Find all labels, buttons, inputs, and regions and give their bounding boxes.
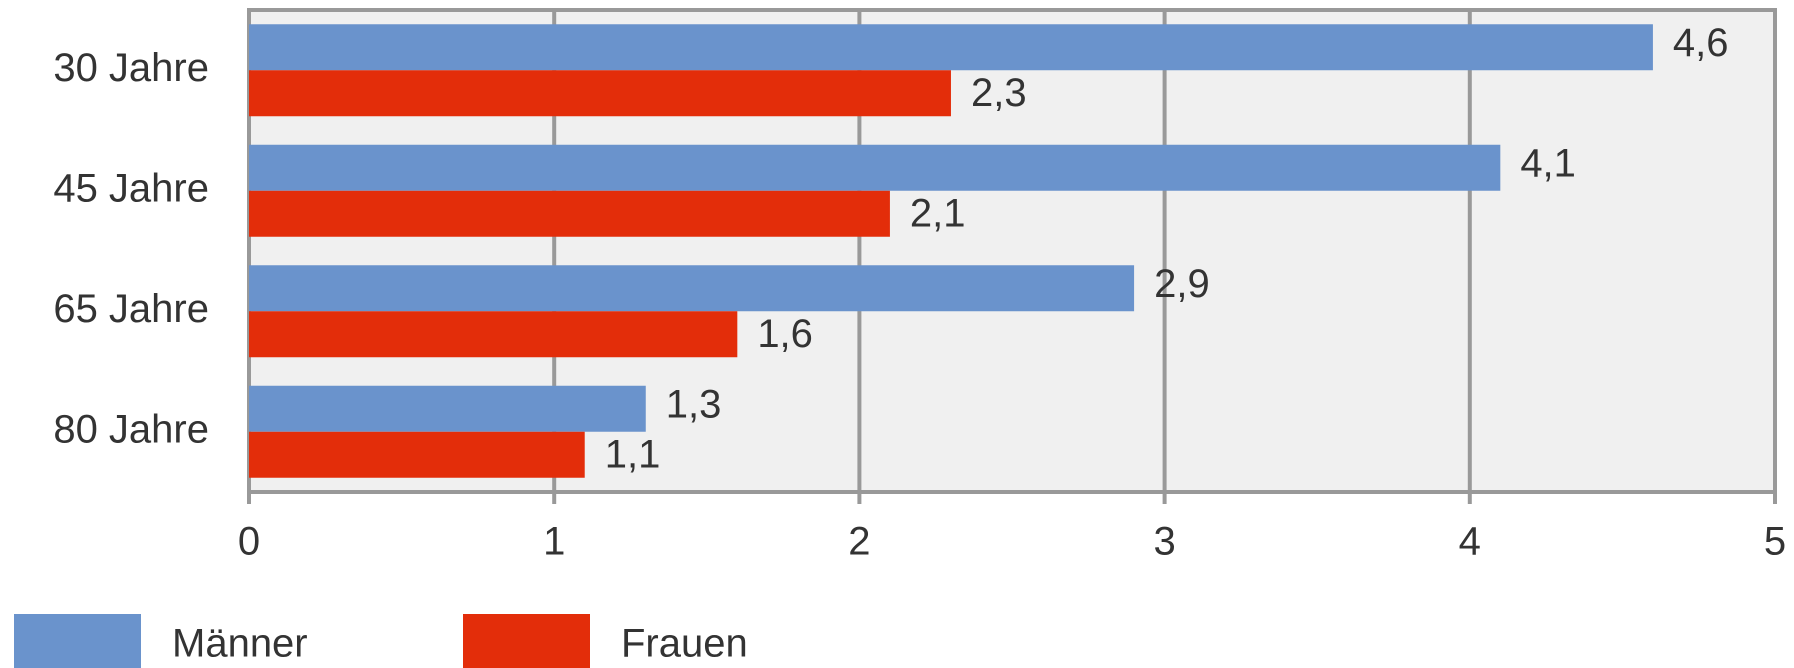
bar (249, 190, 890, 237)
data-label: 2,1 (910, 191, 966, 235)
x-tick-label: 4 (1459, 520, 1481, 564)
data-label: 4,1 (1520, 141, 1576, 185)
data-label: 4,6 (1673, 21, 1729, 65)
x-tick-label: 1 (543, 520, 565, 564)
bar (249, 24, 1653, 71)
bar (249, 385, 646, 432)
data-label: 1,3 (666, 382, 722, 426)
bar (249, 311, 738, 358)
y-tick-label: 80 Jahre (53, 407, 209, 451)
bar (249, 265, 1135, 312)
x-tick-label: 3 (1153, 520, 1175, 564)
legend-label: Frauen (621, 622, 748, 666)
data-label: 1,1 (605, 432, 661, 476)
x-tick-label: 2 (848, 520, 870, 564)
bar (249, 144, 1501, 191)
y-tick-label: 30 Jahre (53, 46, 209, 90)
bar (249, 431, 585, 478)
legend-label: Männer (172, 622, 308, 666)
x-tick-label: 0 (238, 520, 260, 564)
bar (249, 70, 951, 117)
legend-swatch (463, 614, 590, 668)
legend-swatch (14, 614, 141, 668)
data-label: 2,9 (1154, 262, 1210, 306)
x-tick-label: 5 (1764, 520, 1786, 564)
y-tick-label: 65 Jahre (53, 287, 209, 331)
y-tick-label: 45 Jahre (53, 166, 209, 210)
data-label: 1,6 (757, 312, 813, 356)
data-label: 2,3 (971, 71, 1027, 115)
